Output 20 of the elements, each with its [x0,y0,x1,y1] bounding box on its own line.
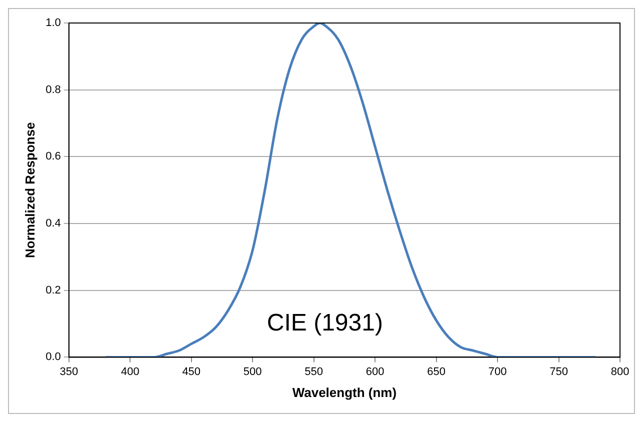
x-tick-label: 600 [366,366,384,378]
y-tick-label: 0.8 [46,84,61,96]
y-tick-label: 0.2 [46,284,61,296]
x-tick-label: 650 [427,366,446,378]
x-tick-label: 450 [182,366,201,378]
y-tick-label: 0.0 [46,351,61,364]
x-tick-label: 750 [550,366,568,378]
x-axis-title: Wavelength (nm) [292,384,397,400]
y-tick-label: 0.4 [46,218,61,230]
x-tick-label: 400 [120,366,140,378]
annotation: CIE (1931) [266,309,383,336]
x-tick-label: 550 [304,366,324,378]
x-tick-label: 800 [610,366,630,378]
y-tick-label: 1.0 [46,17,61,30]
x-tick-label: 350 [60,366,78,378]
y-tick-label: 0.6 [46,150,61,163]
y-axis-title: Normalized Response [22,122,38,258]
line-series [104,23,597,358]
x-tick-label: 500 [243,366,262,378]
x-tick-label: 700 [488,366,507,378]
